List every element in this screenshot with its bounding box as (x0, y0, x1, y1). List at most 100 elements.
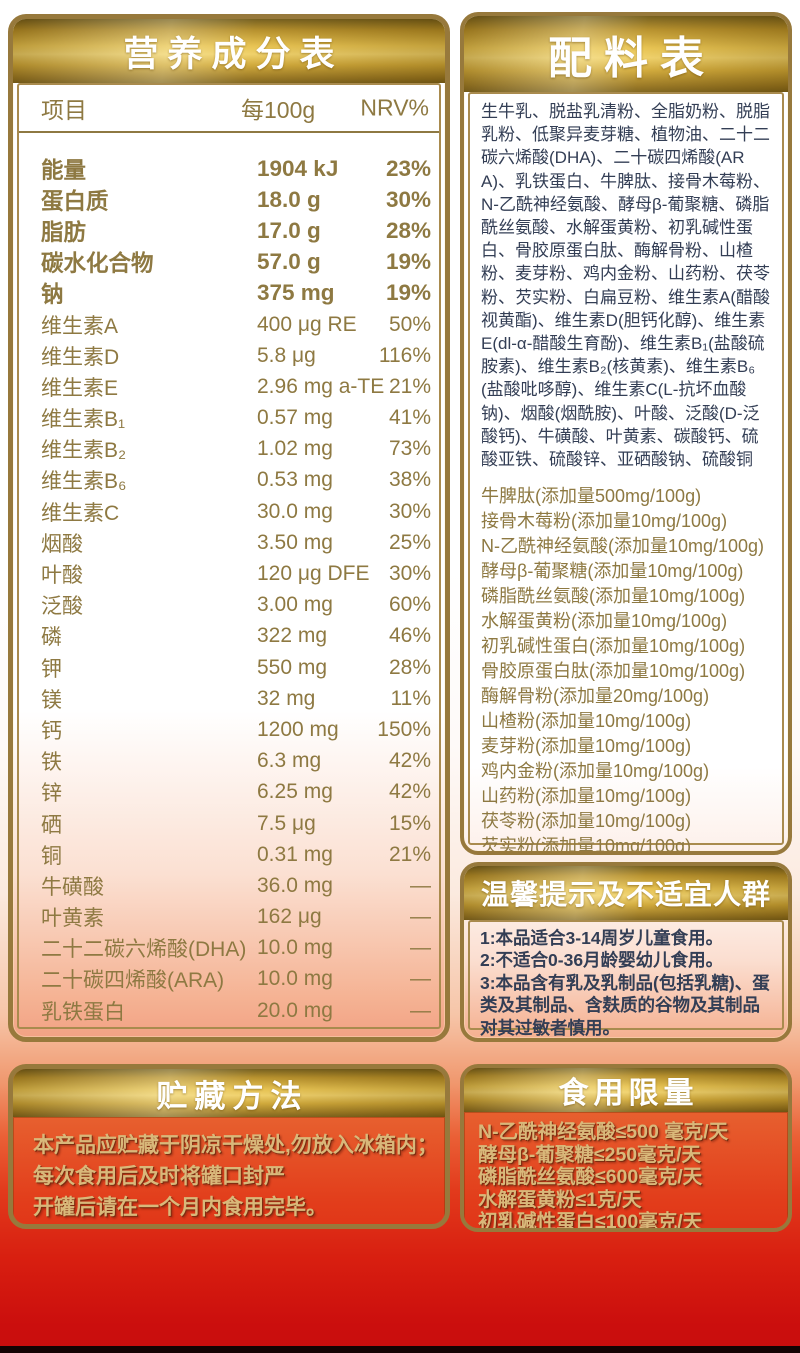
nutrient-value: 1904 kJ (257, 155, 339, 181)
nutrient-value: 5.8 μg (257, 343, 316, 367)
nutrition-row: 维生素B₂ 1.02 mg 73% (19, 434, 439, 465)
limit-lines: N-乙酰神经氨酸≤500 毫克/天 酵母β-葡聚糖≤250毫克/天 磷脂酰丝氨酸≤6… (464, 1112, 788, 1228)
nutrient-nrv: 15% (388, 811, 431, 835)
nutrient-value: 1.02 mg (257, 437, 333, 461)
tip-line: 1:本品适合3-14周岁儿童食用。 (480, 928, 724, 948)
nutrient-nrv: 19% (385, 280, 431, 306)
nutrient-name: 烟酸 (41, 532, 83, 556)
limit-line: 酵母β-葡聚糖≤250毫克/天 (478, 1143, 702, 1166)
nutrient-nrv: 30% (385, 186, 431, 212)
nutrient-value: 322 mg (257, 624, 328, 648)
nutrient-name: 叶酸 (41, 564, 83, 588)
ingredients-panel: 配料表 生牛乳、脱盐乳清粉、全脂奶粉、脱脂乳粉、低聚异麦芽糖、植物油、二十二碳六… (460, 12, 792, 855)
nutrient-nrv: 150% (377, 717, 431, 741)
nutrient-nrv: — (410, 905, 431, 929)
nutrition-row: 牛磺酸 36.0 mg — (19, 870, 439, 901)
nutrient-nrv: 73% (388, 437, 431, 461)
nutrient-value: 10.0 mg (257, 967, 333, 991)
nutrient-name: 牛磺酸 (41, 875, 104, 899)
nutrient-nrv: 23% (385, 155, 431, 181)
nutrition-rows: 能量 1904 kJ 23% 蛋白质 18.0 g 30% 脂肪 17.0 g 28% 碳水化合物… (19, 133, 439, 1026)
limits-title: 食用限量 (558, 1077, 699, 1110)
nutrition-row: 二十碳四烯酸(ARA) 10.0 mg — (19, 964, 439, 995)
nutrient-name: 蛋白质 (41, 188, 109, 214)
nutrition-row: 硒 7.5 μg 15% (19, 808, 439, 839)
nutrient-name: 锌 (41, 782, 62, 806)
limits-title-band: 食用限量 (464, 1068, 788, 1112)
additive-item: 接骨木莓粉(添加量10mg/100g) (481, 511, 728, 532)
nutrition-row: 蛋白质 18.0 g 30% (19, 184, 439, 215)
additive-item: 磷脂酰丝氨酸(添加量10mg/100g) (481, 586, 746, 607)
storage-line: 开罐后请在一个月内食用完毕。 (33, 1196, 327, 1219)
nutrient-name: 二十二碳六烯酸(DHA) (41, 938, 247, 962)
nutrient-value: 0.53 mg (257, 468, 333, 492)
additive-item: 芡实粉(添加量10mg/100g) (481, 836, 692, 855)
storage-title-band: 贮藏方法 (13, 1069, 445, 1117)
ingredients-title-band: 配料表 (464, 16, 788, 92)
nutrient-nrv: 38% (388, 468, 431, 492)
nutrition-row: 钙 1200 mg 150% (19, 714, 439, 745)
nutrient-value: 10.0 mg (257, 936, 333, 960)
nutrient-value: 3.00 mg (257, 593, 333, 617)
nutrient-name: 钾 (41, 657, 62, 681)
nutrition-row: 脂肪 17.0 g 28% (19, 215, 439, 246)
nutrition-row: 维生素E 2.96 mg a-TE 21% (19, 371, 439, 402)
nutrient-value: 162 μg (257, 905, 322, 929)
additive-item: 酵母β-葡聚糖(添加量10mg/100g) (481, 561, 744, 582)
nutrient-name: 镁 (41, 688, 62, 712)
nutrient-name: 铜 (41, 844, 62, 868)
nutrient-name: 乳铁蛋白 (41, 1000, 125, 1024)
additive-item: 山药粉(添加量10mg/100g) (481, 786, 692, 807)
nutrient-value: 17.0 g (257, 217, 321, 243)
nutrient-name: 维生素B₆ (41, 470, 127, 494)
storage-title: 贮藏方法 (156, 1078, 309, 1114)
nutrition-row: 能量 1904 kJ 23% (19, 153, 439, 184)
nutrient-name: 维生素B₁ (41, 408, 126, 432)
additive-item: 酶解骨粉(添加量20mg/100g) (481, 686, 710, 707)
limit-line: 水解蛋黄粉≤1克/天 (478, 1188, 642, 1211)
nutrient-nrv: 28% (388, 655, 431, 679)
nutrient-name: 维生素D (41, 345, 120, 369)
nutrition-row: 铁 6.3 mg 42% (19, 746, 439, 777)
nutrient-nrv: 21% (388, 374, 431, 398)
additive-item: 牛脾肽(添加量500mg/100g) (481, 486, 702, 507)
nutrient-value: 6.3 mg (257, 749, 322, 773)
nutrition-table: 项目 每100g NRV% 能量 1904 kJ 23% 蛋白质 18.0 g 30% 脂肪… (17, 83, 441, 1029)
nutrient-value: 32 mg (257, 686, 316, 710)
nutrition-row: 二十二碳六烯酸(DHA) 10.0 mg — (19, 933, 439, 964)
limits-panel: 食用限量 N-乙酰神经氨酸≤500 毫克/天 酵母β-葡聚糖≤250毫克/天 磷脂酰… (460, 1064, 792, 1232)
nutrient-value: 375 mg (257, 280, 335, 306)
additive-item: 麦芽粉(添加量10mg/100g) (481, 736, 692, 757)
ingredients-title: 配料表 (548, 34, 716, 83)
nutrition-row: 锌 6.25 mg 42% (19, 777, 439, 808)
column-header-per100g: 每100g (241, 97, 316, 123)
limit-line: N-乙酰神经氨酸≤500 毫克/天 (478, 1121, 729, 1143)
storage-line: 本产品应贮藏于阴凉干燥处,勿放入冰箱内； (33, 1134, 438, 1157)
nutrient-nrv: 42% (388, 749, 431, 773)
nutrient-nrv: 11% (390, 686, 431, 710)
additive-item: 骨胶原蛋白肽(添加量10mg/100g) (481, 661, 746, 682)
tips-panel: 温馨提示及不适宜人群 1:本品适合3-14周岁儿童食用。 2:不适合0-36月龄婴… (460, 862, 792, 1042)
tip-line: 3:本品含有乳及乳制品(包括乳糖)、蛋类及其制品、含麸质的谷物及其制品对其过敏者… (480, 972, 770, 1038)
nutrient-name: 铁 (41, 751, 62, 775)
nutrient-nrv: — (410, 936, 431, 960)
nutrient-value: 6.25 mg (257, 780, 333, 804)
nutrient-value: 30.0 mg (257, 499, 333, 523)
nutrition-row: 乳铁蛋白 20.0 mg — (19, 995, 439, 1026)
nutrient-value: 120 μg DFE (257, 562, 370, 586)
nutrient-name: 维生素A (41, 314, 119, 338)
nutrient-name: 磷 (41, 626, 62, 650)
nutrition-row: 维生素B₆ 0.53 mg 38% (19, 465, 439, 496)
nutrient-value: 0.57 mg (257, 406, 333, 430)
nutrition-row: 钠 375 mg 19% (19, 278, 439, 309)
nutrient-nrv: 116% (378, 343, 431, 367)
storage-panel: 贮藏方法 本产品应贮藏于阴凉干燥处,勿放入冰箱内； 每次食用后及时将罐口封严 开罐后… (8, 1064, 450, 1229)
nutrient-value: 57.0 g (257, 249, 321, 275)
nutrient-name: 维生素E (41, 376, 119, 400)
additive-item: 水解蛋黄粉(添加量10mg/100g) (481, 611, 728, 632)
nutrition-row: 叶黄素 162 μg — (19, 902, 439, 933)
tips-title: 温馨提示及不适宜人群 (480, 879, 771, 910)
nutrient-nrv: 46% (388, 624, 431, 648)
nutrient-value: 0.31 mg (257, 842, 333, 866)
